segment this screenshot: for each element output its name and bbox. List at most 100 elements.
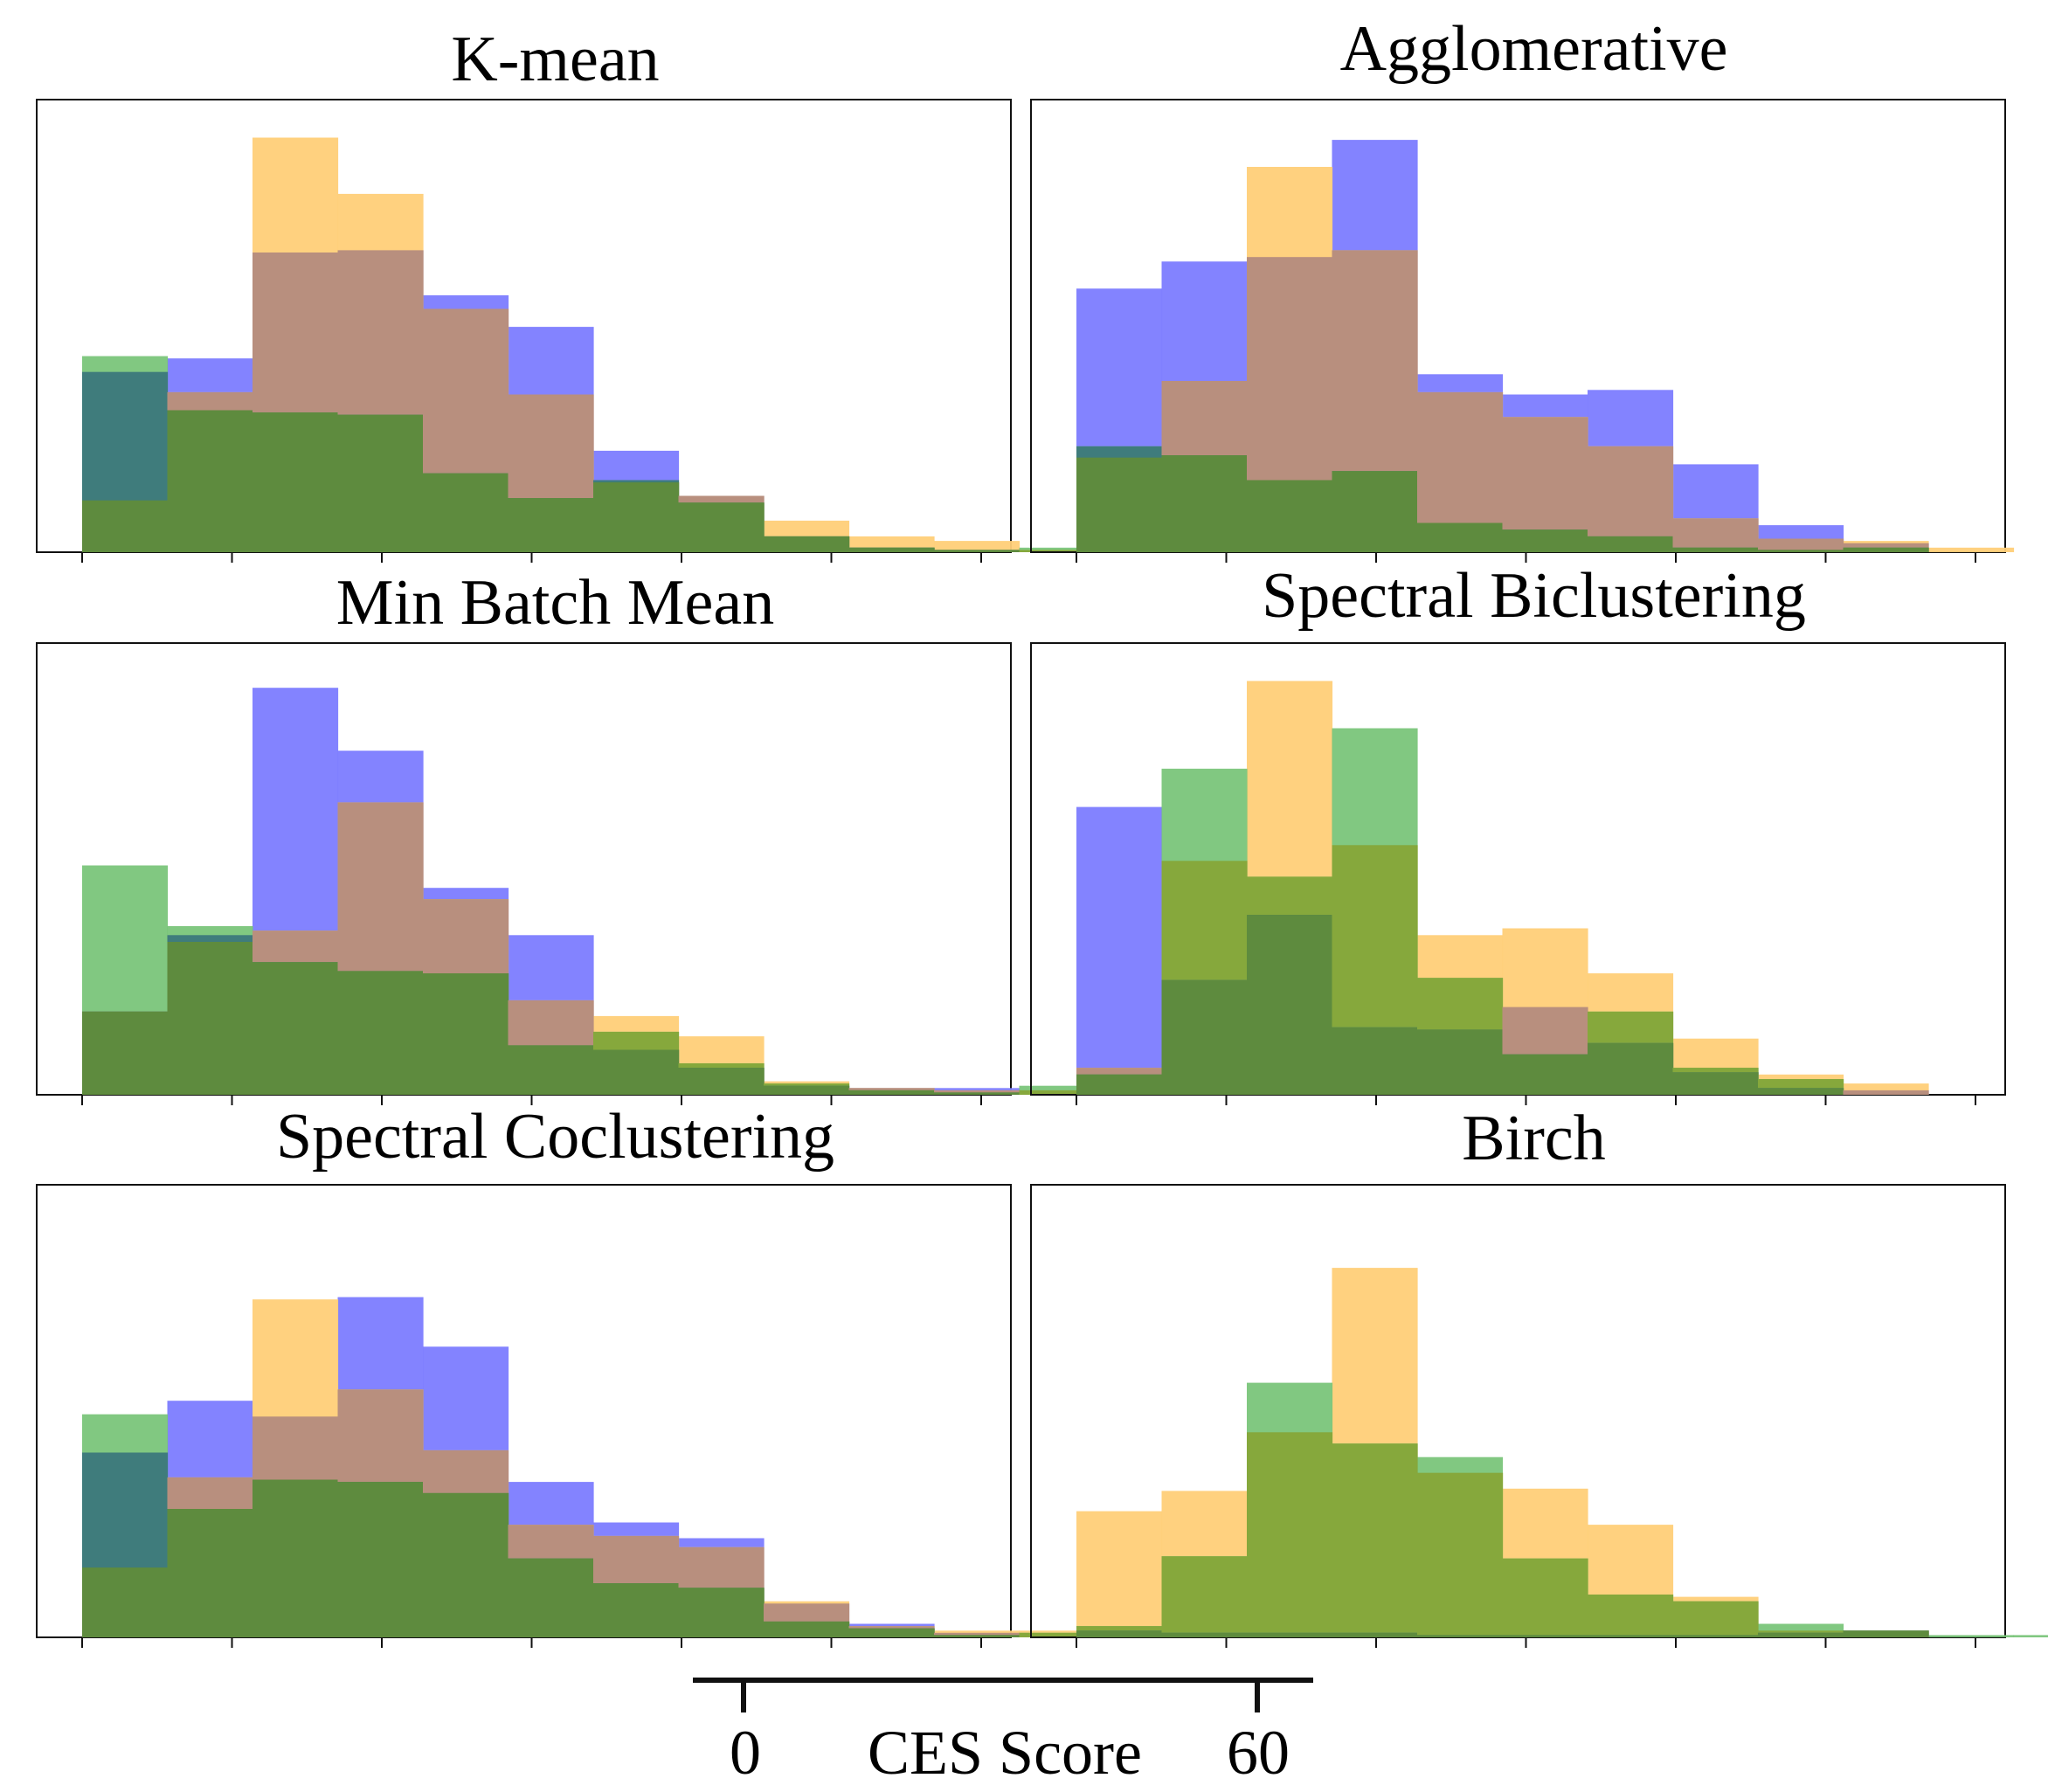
bar-overlap-blue-orange xyxy=(1672,518,1759,552)
bar-overlap-all xyxy=(1502,529,1588,552)
bar-overlap-all xyxy=(1332,1632,1418,1637)
bar-overlap-all xyxy=(82,1011,169,1095)
overlap-layer xyxy=(82,1389,1105,1637)
bar-overlap-all xyxy=(253,1479,339,1637)
subplot-6: Birch xyxy=(1030,1103,2048,1648)
bar-overlap-all xyxy=(1161,979,1248,1095)
bar-overlap-all xyxy=(764,1085,850,1095)
bar-overlap-orange-green xyxy=(1161,1556,1248,1637)
overlap-layer xyxy=(1076,1432,1929,1637)
bar-overlap-all xyxy=(1672,1635,1759,1637)
overlap-layer xyxy=(1076,250,1929,552)
bar-green xyxy=(1019,1085,1105,1095)
subplot-4: Spectral Biclustering xyxy=(1030,560,2006,1105)
bar-overlap-all xyxy=(1672,1072,1759,1095)
score-scale-legend: 0 CES Score 60 xyxy=(693,1678,1313,1788)
bar-overlap-all xyxy=(337,1482,424,1637)
bar-orange xyxy=(1076,1511,1163,1637)
scale-max-label: 60 xyxy=(1227,1718,1290,1788)
bar-overlap-all xyxy=(1843,1630,1929,1637)
bar-overlap-all xyxy=(508,498,594,552)
bar-overlap-all xyxy=(1843,547,1929,552)
bar-overlap-orange-green xyxy=(1502,1558,1588,1637)
subplot-title: Birch xyxy=(1462,1103,1605,1174)
bar-overlap-all xyxy=(934,1092,1021,1095)
bar-blue xyxy=(1076,806,1163,1095)
bar-overlap-orange-green xyxy=(1588,1595,1674,1637)
bar-overlap-blue-orange xyxy=(1843,1090,1929,1095)
bar-overlap-orange-green xyxy=(1417,1472,1504,1637)
bar-overlap-all xyxy=(167,410,253,552)
overlap-layer xyxy=(82,250,1105,552)
subplot-title: K-mean xyxy=(451,24,659,95)
bar-overlap-orange-green xyxy=(1672,1601,1759,1637)
subplot-title: Spectral Coclustering xyxy=(276,1101,834,1173)
bar-overlap-blue-orange xyxy=(1758,538,1844,552)
bar-overlap-all xyxy=(1161,455,1248,552)
bar-overlap-blue-orange xyxy=(1588,446,1674,552)
bar-overlap-all xyxy=(337,414,424,552)
bar-overlap-all xyxy=(1076,1074,1163,1095)
bar-overlap-all xyxy=(1758,1088,1844,1095)
bar-overlap-all xyxy=(593,1049,680,1095)
bar-overlap-all xyxy=(1332,471,1418,552)
bar-overlap-all xyxy=(678,1588,765,1637)
bar-overlap-all xyxy=(1502,1635,1588,1637)
bar-overlap-all xyxy=(848,1628,935,1637)
bar-overlap-all xyxy=(253,962,339,1095)
bar-overlap-all xyxy=(678,1068,765,1095)
bar-overlap-all xyxy=(1588,536,1674,552)
bar-overlap-all xyxy=(1247,915,1333,1095)
bar-overlap-all xyxy=(253,412,339,552)
subplot-2: Agglomerative xyxy=(1030,13,2015,563)
bar-overlap-all xyxy=(1758,1632,1844,1637)
bar-overlap-orange-green xyxy=(1247,1432,1333,1637)
bar-overlap-all xyxy=(593,482,680,552)
bar-overlap-all xyxy=(1332,1027,1418,1095)
subplot-3: Min Batch Mean xyxy=(36,567,1191,1105)
bar-overlap-all xyxy=(423,973,509,1095)
bar-overlap-all xyxy=(82,500,169,552)
bar-overlap-all xyxy=(167,1509,253,1637)
bar-overlap-orange-green xyxy=(1019,1632,1105,1637)
bar-overlap-all xyxy=(337,971,424,1095)
subplot-title: Min Batch Mean xyxy=(336,567,774,639)
bar-overlap-all xyxy=(1502,1054,1588,1095)
overlap-layer xyxy=(82,802,1105,1095)
bar-overlap-all xyxy=(1588,1635,1674,1637)
bar-overlap-all xyxy=(1417,1029,1504,1095)
bar-orange xyxy=(1928,547,2015,552)
bar-overlap-all xyxy=(764,1621,850,1637)
bar-overlap-all xyxy=(508,1045,594,1095)
bar-overlap-all xyxy=(678,502,765,552)
bar-overlap-all xyxy=(1758,550,1844,552)
bar-green xyxy=(1928,1635,2015,1637)
overlap-layer xyxy=(1076,845,1929,1095)
bar-overlap-all xyxy=(848,547,935,552)
subplot-title: Spectral Biclustering xyxy=(1262,560,1806,632)
bar-overlap-all xyxy=(423,1492,509,1637)
bar-overlap-all xyxy=(423,473,509,552)
bar-orange xyxy=(934,541,1021,552)
bar-overlap-orange-green xyxy=(1019,550,1105,552)
bar-overlap-orange-green xyxy=(1019,1090,1105,1095)
bar-overlap-all xyxy=(82,1567,169,1637)
bar-overlap-all xyxy=(508,1558,594,1637)
subplot-title: Agglomerative xyxy=(1340,13,1728,85)
bar-overlap-all xyxy=(1672,547,1759,552)
bar-overlap-all xyxy=(1076,1630,1163,1637)
bar-overlap-all xyxy=(934,1635,1021,1637)
bar-overlap-all xyxy=(1417,522,1504,552)
subplot-5: Spectral Coclustering xyxy=(36,1101,1191,1648)
bar-overlap-all xyxy=(764,536,850,552)
bar-overlap-all xyxy=(1247,480,1333,552)
bar-overlap-all xyxy=(1247,1632,1333,1637)
bar-overlap-all xyxy=(593,1583,680,1637)
bar-overlap-all xyxy=(1588,1042,1674,1095)
bar-overlap-orange-green xyxy=(1332,1443,1418,1637)
bar-overlap-all xyxy=(934,550,1021,552)
bar-green xyxy=(2013,1635,2048,1637)
bar-overlap-all xyxy=(1161,1632,1248,1637)
scale-min-label: 0 xyxy=(730,1718,761,1788)
